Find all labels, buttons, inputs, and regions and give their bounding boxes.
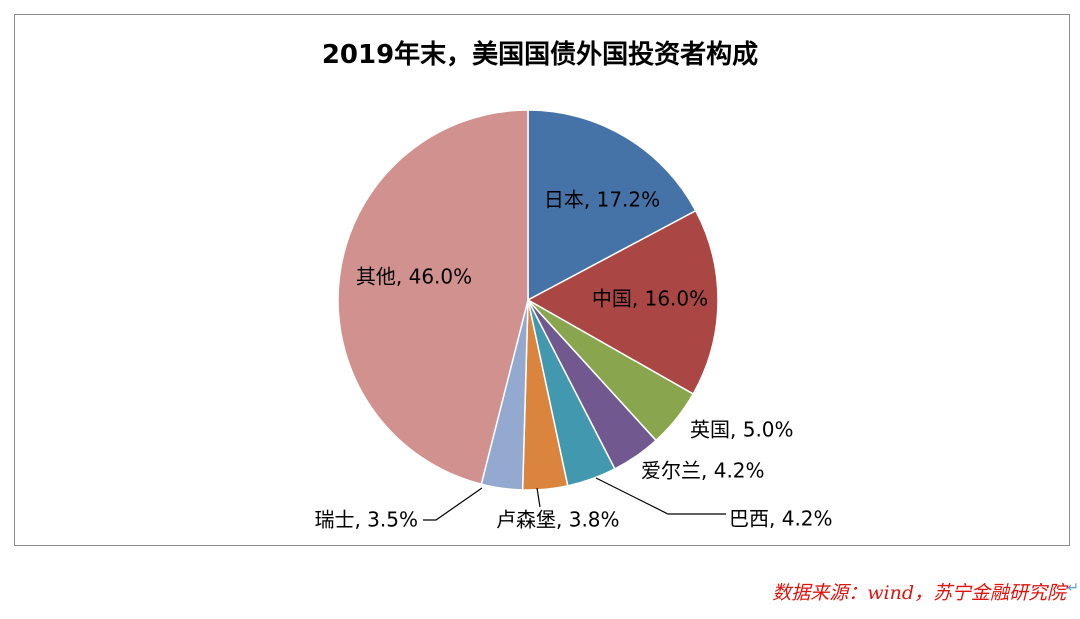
slice-label-6: 卢森堡, 3.8%	[496, 508, 620, 532]
slice-label-3: 英国, 5.0%	[690, 418, 794, 442]
slice-label-8: 其他, 46.0%	[356, 265, 472, 289]
slice-label-7: 瑞士, 3.5%	[314, 508, 418, 532]
leader-line-7	[423, 487, 483, 521]
pie-slice-8	[337, 109, 529, 486]
slice-label-5: 巴西, 4.2%	[729, 507, 833, 531]
source-note: 数据来源：wind，苏宁金融研究院	[772, 582, 1066, 604]
chart-title: 2019年末，美国国债外国投资者构成	[321, 40, 759, 70]
pie-slice-1	[527, 109, 697, 302]
paragraph-mark-icon: ↵	[1067, 580, 1079, 596]
leader-line-5	[595, 477, 726, 515]
slice-label-1: 日本, 17.2%	[544, 188, 660, 212]
slice-label-4: 爱尔兰, 4.2%	[641, 459, 765, 483]
pie-slice-2	[526, 209, 719, 395]
leader-line-6	[536, 487, 541, 508]
slice-label-2: 中国, 16.0%	[592, 287, 708, 311]
